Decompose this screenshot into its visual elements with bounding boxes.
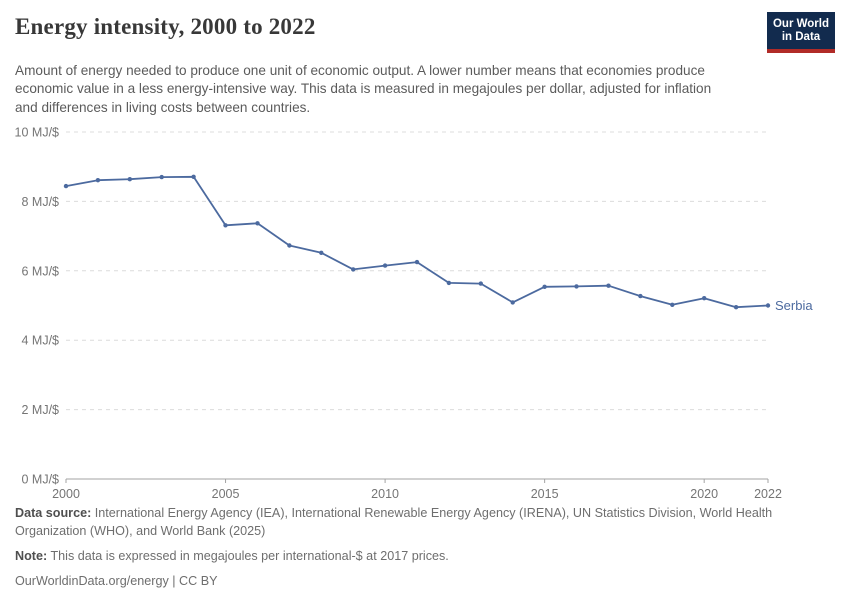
data-point-marker[interactable] bbox=[382, 263, 388, 269]
x-tick-label: 2015 bbox=[531, 487, 559, 501]
data-point-marker[interactable] bbox=[638, 294, 643, 299]
data-point-marker[interactable] bbox=[542, 285, 547, 290]
data-point-marker[interactable] bbox=[351, 267, 356, 273]
data-point-marker[interactable] bbox=[446, 281, 452, 286]
note-label: Note: bbox=[15, 549, 48, 564]
note-text: This data is expressed in megajoules per… bbox=[50, 549, 449, 564]
data-point-marker[interactable] bbox=[765, 303, 771, 309]
owid-logo-line2: in Data bbox=[781, 31, 821, 43]
x-tick-label: 2010 bbox=[371, 487, 399, 501]
footer-link[interactable]: OurWorldinData.org/energy | CC BY bbox=[15, 574, 218, 589]
data-point-marker[interactable] bbox=[702, 296, 707, 301]
data-point-marker[interactable] bbox=[606, 283, 611, 289]
data-point-marker[interactable] bbox=[670, 303, 675, 308]
series-line[interactable] bbox=[65, 176, 769, 309]
chart-subtitle: Amount of energy needed to produce one u… bbox=[15, 63, 712, 115]
data-point-marker[interactable] bbox=[191, 175, 196, 180]
data-source-label: Data source: bbox=[15, 506, 92, 521]
data-point-marker[interactable] bbox=[478, 281, 483, 287]
line-chart[interactable]: 0 MJ/$ 2 MJ/$ 4 MJ/$ 6 MJ/$ 8 MJ/$ 10 MJ/$ 200… bbox=[15, 121, 835, 503]
y-tick-label: 2 MJ/$ bbox=[21, 404, 59, 418]
data-source-text: International Energy Agency (IEA), Inter… bbox=[15, 506, 773, 539]
y-tick-label: 6 MJ/$ bbox=[21, 265, 59, 279]
y-tick-label: 10 MJ/$ bbox=[15, 126, 59, 140]
data-point-marker[interactable] bbox=[159, 175, 164, 180]
owid-logo-line1: Our World bbox=[772, 18, 829, 30]
x-tick-label: 2020 bbox=[690, 487, 718, 501]
y-tick-label: 0 MJ/$ bbox=[21, 473, 59, 487]
page-title: Energy intensity, 2000 to 2022 bbox=[15, 14, 316, 39]
series-label[interactable]: Serbia bbox=[775, 298, 813, 313]
data-point-marker[interactable] bbox=[574, 284, 579, 290]
data-point-marker[interactable] bbox=[510, 300, 515, 306]
data-point-marker[interactable] bbox=[95, 178, 101, 183]
y-tick-label: 4 MJ/$ bbox=[21, 334, 59, 348]
x-tick-label: 2000 bbox=[52, 487, 80, 501]
data-point-marker[interactable] bbox=[127, 177, 132, 182]
chart-footer: Data source: International Energy Agency… bbox=[15, 505, 805, 591]
data-point-marker[interactable] bbox=[255, 221, 260, 226]
data-point-marker[interactable] bbox=[223, 223, 228, 228]
note-line: Note: This data is expressed in megajoul… bbox=[15, 548, 805, 566]
x-tick-label: 2005 bbox=[212, 487, 240, 501]
x-tick-label: 2022 bbox=[754, 487, 782, 501]
data-point-marker[interactable] bbox=[414, 260, 420, 265]
data-point-marker[interactable] bbox=[733, 305, 739, 310]
data-point-marker[interactable] bbox=[63, 184, 69, 189]
owid-logo[interactable]: Our World in Data bbox=[767, 12, 835, 53]
data-point-marker[interactable] bbox=[319, 251, 324, 256]
data-point-marker[interactable] bbox=[287, 243, 292, 249]
chart-header: Energy intensity, 2000 to 2022 Our World… bbox=[15, 12, 835, 53]
y-tick-label: 8 MJ/$ bbox=[21, 195, 59, 209]
data-source-line: Data source: International Energy Agency… bbox=[15, 505, 805, 541]
